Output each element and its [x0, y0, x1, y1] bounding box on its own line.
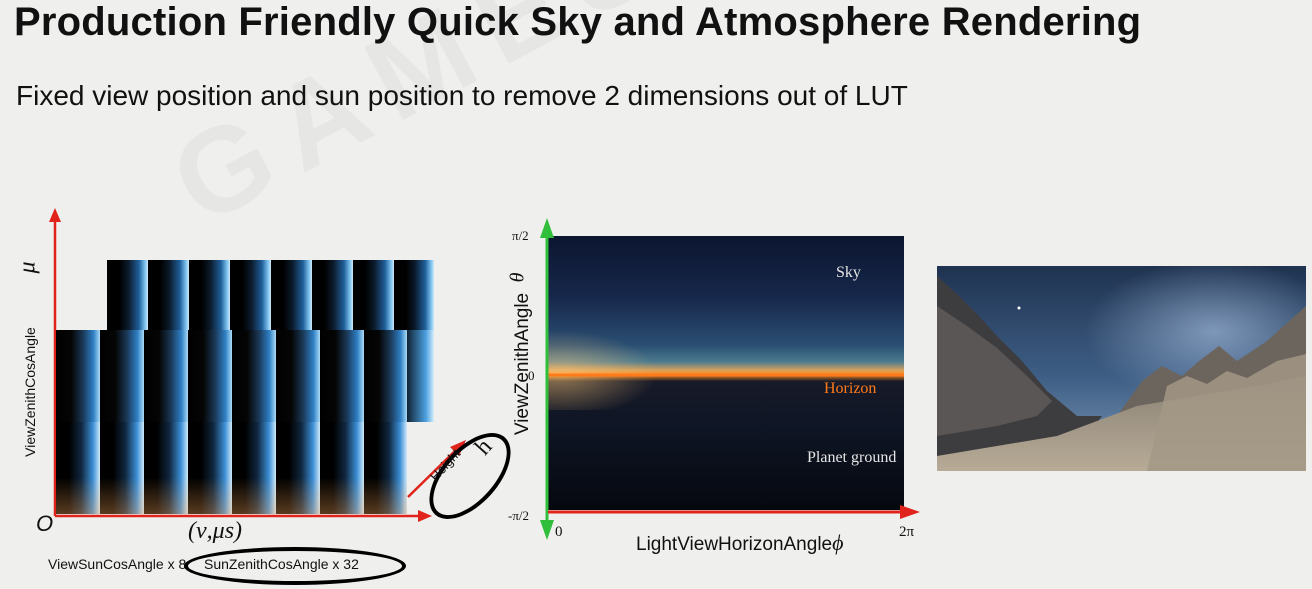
- lut-tile: [188, 330, 232, 422]
- lut-tile: [364, 330, 407, 422]
- middle-y-axis-label: ViewZenithAngle: [512, 292, 533, 436]
- lut-tile: [320, 422, 364, 514]
- lut-tile: [232, 422, 276, 514]
- lut-tile: [271, 260, 312, 330]
- lut-tile: [56, 422, 100, 514]
- lut-middle-row: [56, 330, 407, 422]
- lut-tile: [312, 260, 353, 330]
- lut-tile: [276, 330, 320, 422]
- lut-tile: [364, 422, 407, 514]
- x-axis-label-part1: ViewSunCosAngle x 8,: [48, 556, 191, 572]
- lut-tile: [353, 260, 394, 330]
- slide-subtitle: Fixed view position and sun position to …: [16, 80, 908, 111]
- y-tick-top: π/2: [512, 228, 529, 243]
- lut-tile: [394, 260, 434, 330]
- region-sky-label: Sky: [836, 264, 861, 281]
- lut-tile: [107, 260, 148, 330]
- middle-axes: [540, 218, 920, 540]
- lut-tile: [100, 330, 144, 422]
- lut-tile: [144, 422, 188, 514]
- middle-x-axis-label: LightViewHorizonAngleϕ: [636, 530, 844, 556]
- lut-tile: [188, 422, 232, 514]
- lut-tile: [148, 260, 189, 330]
- left-axes: [49, 208, 466, 522]
- lut-tile: [56, 330, 100, 422]
- y-tick-bottom: -π/2: [508, 508, 530, 523]
- render-scene: [937, 266, 1306, 471]
- region-horizon-label: Horizon: [824, 380, 877, 397]
- x-axis-symbol: (ν,μs): [188, 518, 243, 544]
- lut-bottom-row: [56, 422, 407, 514]
- x-axis-label-part2: SunZenithCosAngle x 32: [204, 556, 359, 572]
- lut-tile: [276, 422, 320, 514]
- lut-tile: [232, 330, 276, 422]
- rendered-sky-image: [937, 266, 1306, 471]
- middle-y-axis-symbol: θ: [506, 272, 529, 283]
- slide-title: Production Friendly Quick Sky and Atmosp…: [14, 0, 1142, 44]
- region-ground-label: Planet ground: [807, 449, 897, 466]
- lut-tile: [230, 260, 271, 330]
- middle-x-axis-text: LightViewHorizonAngle: [636, 534, 833, 555]
- lut-tile: [189, 260, 230, 330]
- x-tick-right: 2π: [899, 524, 915, 540]
- origin-label: O: [36, 511, 54, 536]
- highlight-oval: [184, 547, 406, 585]
- x-tick-left: 0: [555, 524, 563, 540]
- lut-tile: [144, 330, 188, 422]
- lut-top-row: [107, 260, 434, 330]
- lut-tile: [320, 330, 364, 422]
- middle-x-axis-symbol: ϕ: [832, 530, 844, 555]
- horizon-glow: [548, 330, 658, 410]
- lut-tile: [100, 422, 144, 514]
- y-tick-mid: 0: [528, 368, 535, 383]
- lut-side-strip: [407, 330, 434, 422]
